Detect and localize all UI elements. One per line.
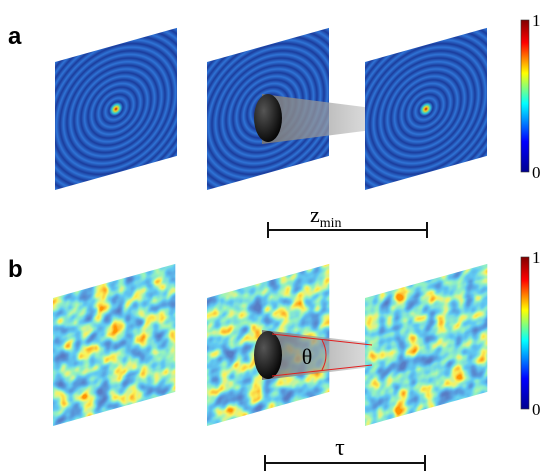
plate	[365, 27, 487, 190]
scale-label: zmin	[310, 202, 342, 231]
plate	[53, 263, 175, 426]
plate	[55, 27, 177, 190]
scale-subscript: min	[320, 216, 342, 231]
colorbar-min: 0	[532, 163, 541, 182]
colorbar-max: 1	[532, 11, 541, 30]
speckle-pattern	[365, 263, 487, 426]
beam	[262, 94, 372, 144]
angle-label: θ	[302, 344, 313, 369]
beam	[262, 330, 372, 380]
plate	[365, 263, 487, 426]
panel-label: b	[8, 256, 23, 283]
colorbar	[520, 256, 530, 410]
cone-line	[271, 364, 373, 377]
panel-label: a	[8, 23, 22, 50]
scale-symbol: z	[310, 202, 320, 227]
angle-arc	[321, 339, 327, 371]
central-spot	[109, 101, 123, 117]
colorbar-min: 0	[532, 400, 541, 419]
cone-line	[271, 333, 373, 346]
central-spot	[419, 101, 433, 117]
scale-label: τ	[335, 435, 345, 461]
colorbar-max: 1	[532, 248, 541, 267]
colorbar	[520, 19, 530, 173]
speckle-pattern	[53, 263, 175, 426]
panels: θ 1 0 1 0 zmin τ	[53, 11, 541, 471]
object	[254, 331, 282, 379]
object	[254, 94, 282, 142]
